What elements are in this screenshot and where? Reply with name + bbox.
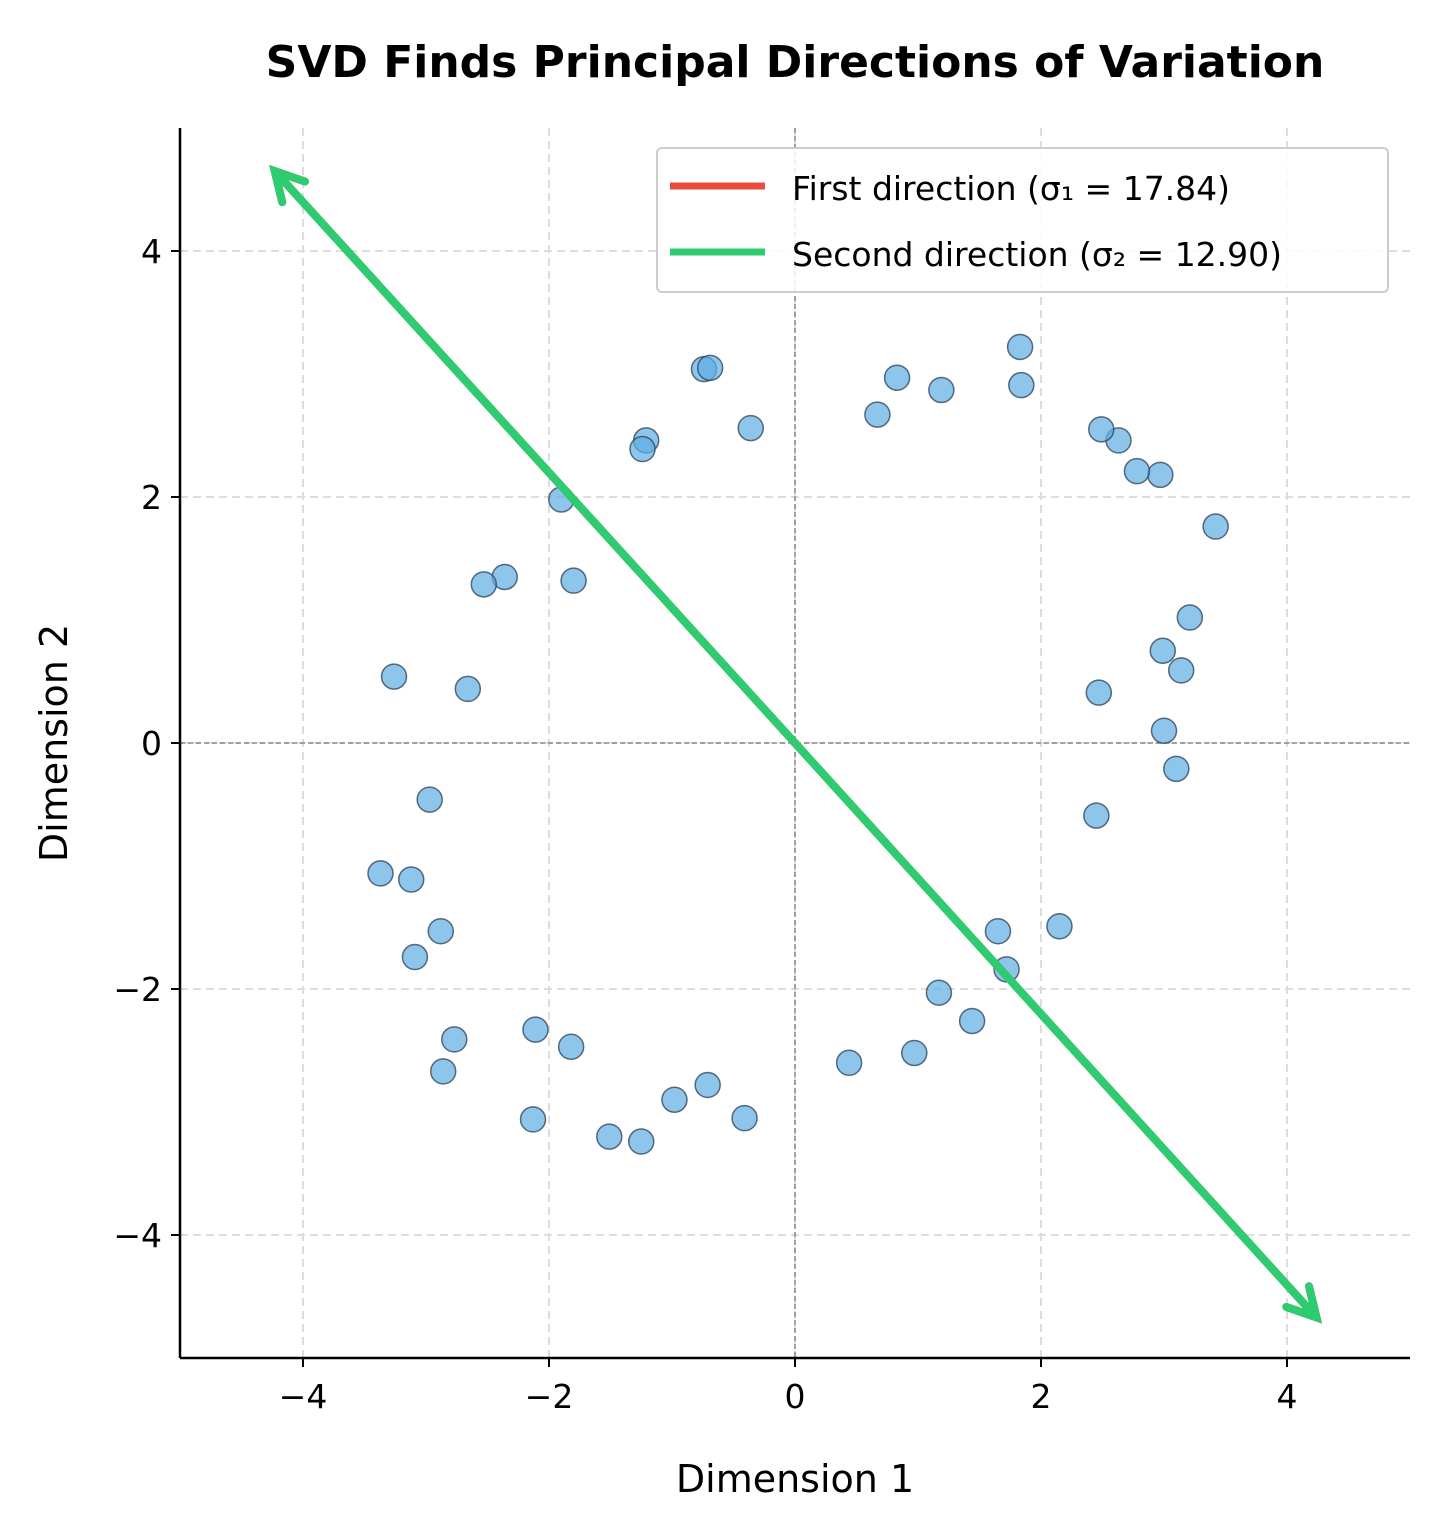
y-tick-label: 4 [141,232,162,271]
data-point [731,1104,758,1132]
data-point [928,376,955,404]
x-tick-label: 4 [1277,1377,1298,1416]
data-point [522,1016,549,1043]
data-point [1008,371,1035,399]
data-point [1085,679,1113,706]
data-point [984,917,1012,945]
x-tick-label: −4 [279,1377,328,1416]
legend-label-first: First direction (σ₁ = 17.84) [792,169,1230,208]
direction-arrow-line [792,740,1320,1321]
data-point [696,354,724,382]
data-point [694,1071,721,1099]
data-point [1123,457,1151,485]
data-point [958,1007,986,1035]
data-point [1088,416,1115,443]
data-point [1149,637,1177,664]
data-point [901,1039,928,1067]
y-tick-label: −2 [113,970,162,1009]
x-tick-label: 2 [1031,1377,1052,1416]
legend-box [656,147,1389,293]
data-point [397,866,425,893]
direction-arrows [269,164,1323,1324]
direction-arrow-head [269,164,309,207]
axes: −4 −2 0 2 4 −4 −2 0 2 4 [113,128,1410,1416]
data-point [1176,604,1204,631]
data-point [1163,755,1190,783]
legend: First direction (σ₁ = 17.84) Second dire… [656,147,1389,293]
data-point [1046,913,1073,940]
data-point [380,663,408,690]
data-point [416,786,443,813]
direction-arrow-head [1282,1282,1323,1324]
y-tick-label: −4 [113,1216,162,1255]
direction-arrow-line [271,168,798,746]
data-point [560,567,587,594]
data-point [427,917,455,945]
points [367,333,1229,1155]
x-tick-label: −2 [525,1377,574,1416]
data-point [628,1128,655,1155]
data-point [557,1033,585,1061]
data-point [1147,461,1174,489]
data-point [629,435,656,463]
data-point [864,401,891,428]
y-axis-label: Dimension 2 [32,624,76,862]
chart-title: SVD Finds Principal Directions of Variat… [266,37,1325,88]
data-point [367,860,394,887]
data-point [596,1123,623,1150]
data-point [454,675,482,703]
x-axis-label: Dimension 1 [676,1457,914,1501]
data-point [519,1106,547,1133]
y-tick-label: 0 [141,724,162,763]
data-point [401,943,429,971]
data-point [1167,657,1195,684]
data-point [835,1049,863,1077]
x-tick-label: 0 [785,1377,806,1416]
data-point [441,1026,468,1053]
data-point [1083,802,1110,829]
data-point [1202,513,1229,540]
data-point [925,979,953,1006]
data-point [429,1058,457,1085]
data-point [470,571,498,598]
data-point [737,414,764,442]
data-point [661,1086,688,1113]
legend-label-second: Second direction (σ₂ = 12.90) [792,235,1282,274]
y-tick-label: 2 [141,478,162,517]
data-point [883,364,911,391]
data-point [1150,717,1178,744]
data-point [1006,333,1034,361]
zero-lines [180,128,1410,1358]
